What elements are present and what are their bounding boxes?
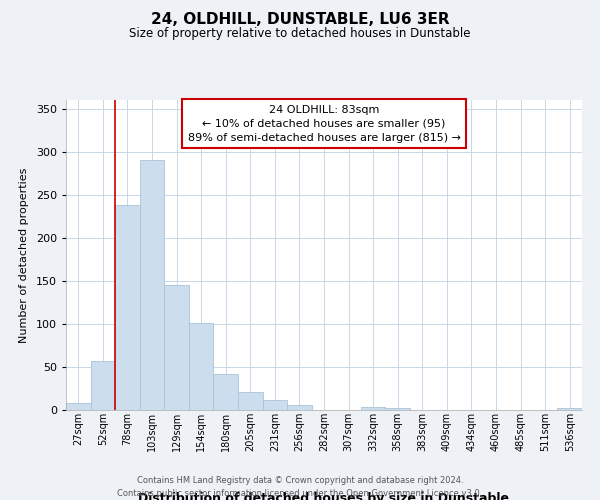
Text: 24 OLDHILL: 83sqm
← 10% of detached houses are smaller (95)
89% of semi-detached: 24 OLDHILL: 83sqm ← 10% of detached hous… [187, 104, 461, 142]
Bar [115, 205, 140, 410]
Bar [385, 408, 410, 410]
Bar [557, 408, 582, 410]
Text: 24, OLDHILL, DUNSTABLE, LU6 3ER: 24, OLDHILL, DUNSTABLE, LU6 3ER [151, 12, 449, 28]
X-axis label: Distribution of detached houses by size in Dunstable: Distribution of detached houses by size … [139, 492, 509, 500]
Bar [140, 160, 164, 410]
Bar [91, 361, 115, 410]
Bar [189, 323, 214, 410]
Bar [238, 392, 263, 410]
Y-axis label: Number of detached properties: Number of detached properties [19, 168, 29, 342]
Text: Contains HM Land Registry data © Crown copyright and database right 2024.
Contai: Contains HM Land Registry data © Crown c… [118, 476, 482, 498]
Bar [66, 403, 91, 410]
Bar [361, 408, 385, 410]
Text: Size of property relative to detached houses in Dunstable: Size of property relative to detached ho… [129, 28, 471, 40]
Bar [287, 405, 312, 410]
Bar [214, 374, 238, 410]
Bar [164, 285, 189, 410]
Bar [263, 400, 287, 410]
